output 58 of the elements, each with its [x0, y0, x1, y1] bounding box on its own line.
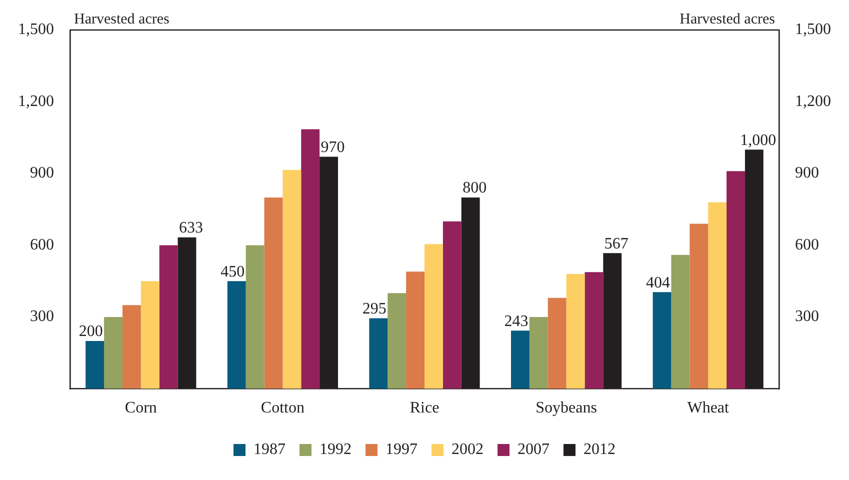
legend-label: 2012 [584, 441, 616, 458]
bar [122, 305, 141, 389]
bar [652, 292, 672, 389]
bar [282, 170, 302, 389]
y-axis-title: Harvested acres [74, 11, 170, 28]
x-tick-label: Corn [124, 400, 157, 417]
bar [140, 281, 160, 389]
bar [511, 330, 530, 389]
y2-tick-label: 1,500 [795, 21, 831, 38]
legend-label: 1987 [254, 441, 286, 458]
y2-tick-label: 1,200 [795, 92, 831, 110]
bar [442, 221, 462, 389]
x-tick-label: Soybeans [536, 400, 597, 417]
x-tick-label: Rice [410, 400, 440, 417]
bar [708, 202, 727, 389]
bar [671, 254, 690, 389]
data-label: 800 [462, 180, 487, 197]
data-label: 633 [178, 220, 203, 237]
bar [406, 272, 424, 389]
y-tick-label: 600 [30, 236, 54, 254]
y-tick-label: 1,500 [18, 21, 54, 38]
data-label: 200 [78, 323, 103, 340]
bar [424, 244, 443, 389]
y2-axis-title: Harvested acres [680, 11, 776, 28]
bar [529, 317, 548, 389]
data-label: 970 [320, 138, 345, 156]
legend-label: 1997 [386, 441, 418, 458]
y-tick-label: 900 [30, 164, 54, 182]
x-tick-label: Cotton [260, 400, 304, 417]
data-label: 404 [646, 274, 670, 292]
bar [566, 274, 585, 389]
bar [690, 224, 708, 389]
bar [86, 340, 104, 389]
bar [104, 317, 122, 389]
bar [159, 245, 178, 389]
bar [301, 129, 320, 389]
legend-label: 2002 [452, 441, 484, 458]
y-tick-label: 1,200 [18, 92, 54, 110]
y2-tick-label: 300 [795, 308, 819, 326]
bar [548, 298, 566, 389]
bar [264, 197, 283, 389]
bar [584, 272, 604, 389]
bar [227, 281, 246, 389]
data-label: 450 [220, 263, 245, 280]
bar [388, 293, 406, 389]
data-label: 1,000 [740, 132, 776, 149]
bar [369, 318, 388, 389]
legend-label: 1992 [320, 441, 352, 458]
y2-tick-label: 900 [795, 164, 819, 182]
legend-label: 2007 [518, 441, 550, 458]
bar [246, 245, 264, 389]
y2-tick-label: 600 [795, 236, 819, 254]
data-label: 295 [362, 300, 386, 318]
y-tick-label: 300 [30, 308, 54, 326]
data-label: 243 [504, 312, 528, 330]
x-tick-label: Wheat [687, 400, 730, 417]
data-label: 567 [604, 235, 628, 252]
bar [726, 171, 745, 389]
